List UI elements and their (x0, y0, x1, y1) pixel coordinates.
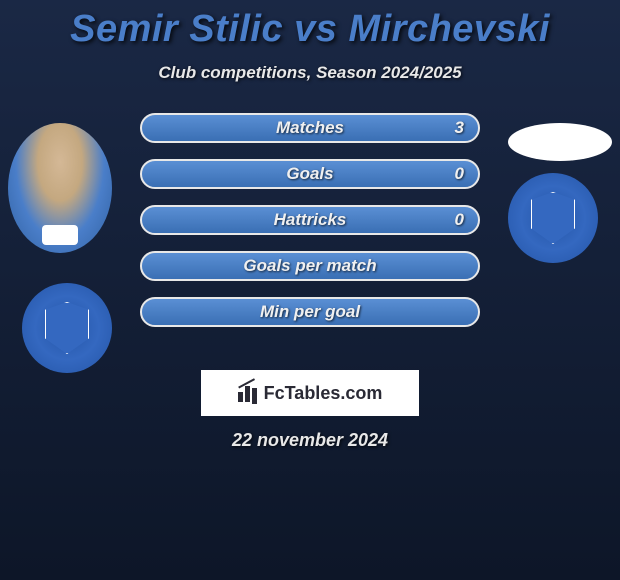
brand-text: FcTables.com (264, 383, 383, 404)
stat-row-goals-per-match: Goals per match (140, 251, 480, 281)
club-badge-left (22, 283, 112, 373)
stat-row-min-per-goal: Min per goal (140, 297, 480, 327)
stats-list: Matches 3 Goals 0 Hattricks 0 Goals per … (140, 113, 480, 343)
stat-label: Hattricks (142, 210, 478, 230)
stat-value: 0 (455, 164, 464, 184)
comparison-content: Matches 3 Goals 0 Hattricks 0 Goals per … (0, 113, 620, 393)
stat-label: Matches (142, 118, 478, 138)
page-title: Semir Stilic vs Mirchevski (0, 0, 620, 51)
player-left-avatar (8, 123, 112, 253)
brand-watermark: FcTables.com (201, 370, 419, 416)
stat-label: Min per goal (142, 302, 478, 322)
stat-value: 0 (455, 210, 464, 230)
stat-row-goals: Goals 0 (140, 159, 480, 189)
player-right-avatar (508, 123, 612, 161)
club-badge-right (508, 173, 598, 263)
date-label: 22 november 2024 (0, 430, 620, 451)
page-subtitle: Club competitions, Season 2024/2025 (0, 63, 620, 83)
bar-chart-icon (238, 384, 260, 402)
stat-label: Goals per match (142, 256, 478, 276)
stat-label: Goals (142, 164, 478, 184)
stat-row-hattricks: Hattricks 0 (140, 205, 480, 235)
stat-value: 3 (455, 118, 464, 138)
stat-row-matches: Matches 3 (140, 113, 480, 143)
